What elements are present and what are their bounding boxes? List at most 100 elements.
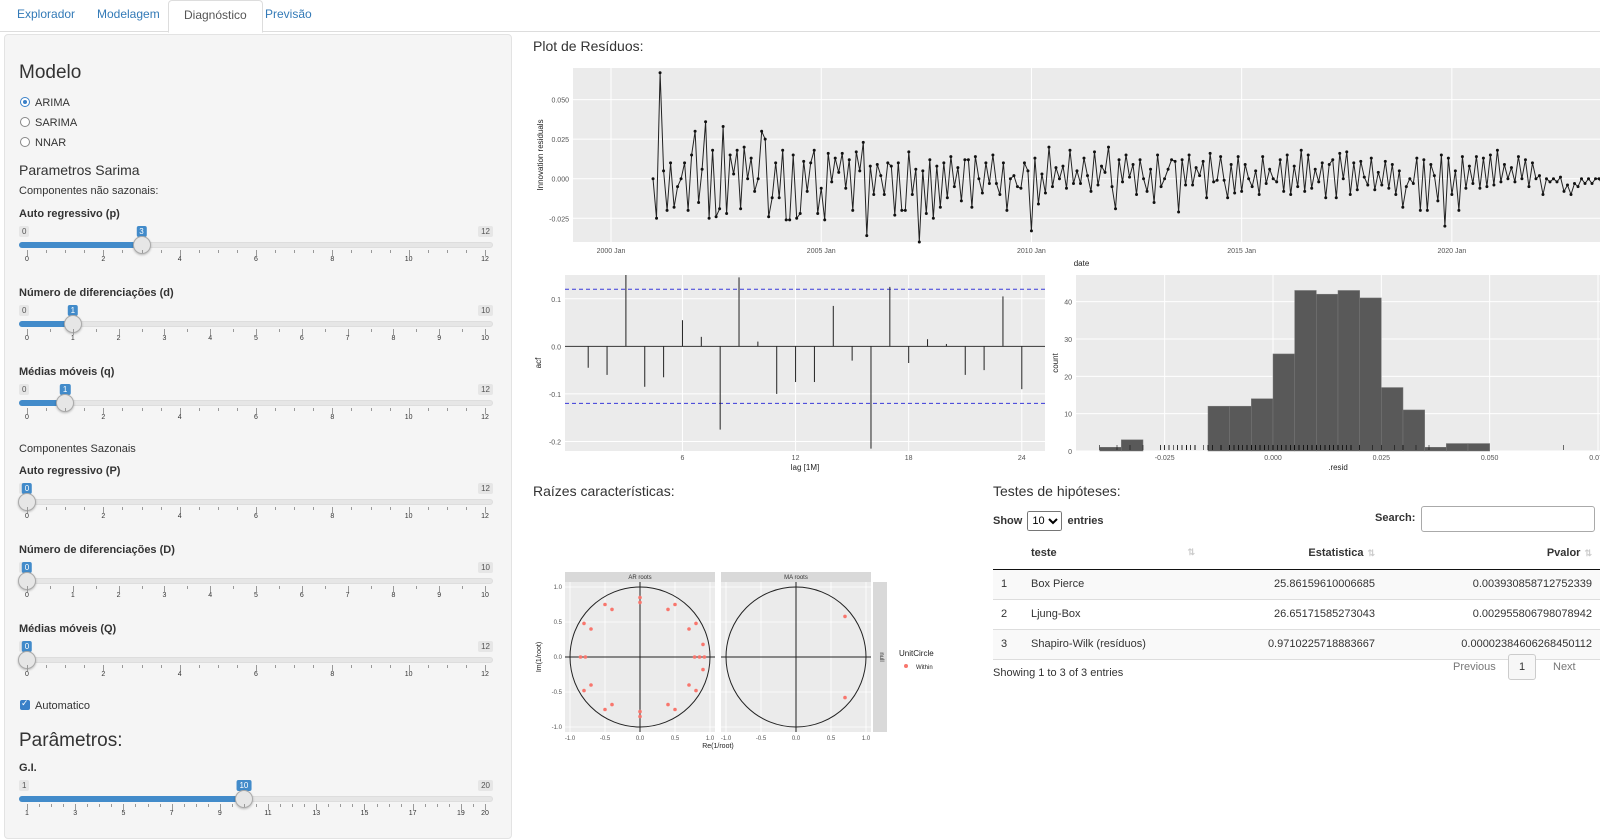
residual-point (963, 158, 967, 162)
slider[interactable]: 0 12 3 0 2 4 6 8 10 12 (19, 226, 493, 274)
slider[interactable]: 0 12 1 0 2 4 6 8 10 12 (19, 384, 493, 432)
slider-tick-label: 8 (330, 513, 335, 520)
cell-pvalor: 0.002955806798078942 (1383, 599, 1600, 630)
cell-index: 3 (993, 629, 1023, 660)
residual-point (784, 218, 788, 222)
slider-track[interactable] (19, 578, 493, 584)
tab-previsao[interactable]: Previsão (265, 7, 312, 21)
slider-tick (465, 507, 467, 510)
root-point (666, 607, 670, 612)
radio-icon[interactable] (20, 117, 30, 127)
slider-tick (292, 804, 294, 807)
residual-point (1450, 193, 1454, 197)
page-length-select[interactable]: 10 (1027, 511, 1063, 531)
slider[interactable]: 0120024681012 (18, 483, 493, 531)
residual-point (1334, 196, 1338, 200)
col-teste[interactable]: teste ⇅ (1023, 537, 1203, 570)
residual-point (1310, 186, 1314, 190)
residual-point (823, 218, 827, 222)
slider-handle[interactable] (132, 236, 151, 254)
residual-point (1548, 180, 1552, 184)
slider-tick (236, 507, 238, 510)
slider-tick (84, 408, 86, 411)
slider-handle[interactable] (56, 394, 75, 412)
root-point (583, 655, 588, 659)
search-input[interactable] (1421, 506, 1595, 532)
slider-tick (275, 250, 277, 253)
residual-point (739, 207, 743, 211)
next-button[interactable]: Next (1553, 661, 1576, 673)
page-button[interactable]: 1 (1508, 654, 1537, 680)
root-point (603, 602, 607, 607)
slider-track[interactable] (19, 400, 493, 406)
residual-point (1222, 178, 1226, 182)
x-tick-label: -0.025 (1155, 455, 1175, 462)
prev-button[interactable]: Previous (1453, 661, 1496, 673)
y-axis-label: Innovation residuals (536, 119, 545, 190)
residual-point (1093, 150, 1096, 154)
radio-arima[interactable]: ARIMA (20, 96, 70, 110)
slider-tick (472, 804, 474, 807)
x-tick-label: 24 (1018, 455, 1026, 462)
residual-point (1541, 193, 1545, 197)
tab-explorador[interactable]: Explorador (17, 7, 76, 21)
slider-tick (236, 665, 238, 668)
residual-point (1345, 150, 1349, 154)
residual-point (917, 240, 921, 244)
slider-handle[interactable] (234, 790, 253, 808)
radio-icon[interactable] (20, 137, 30, 147)
residual-point (1149, 167, 1153, 171)
col-index[interactable] (993, 537, 1023, 570)
y-axis-label: acf (534, 357, 543, 368)
slider[interactable]: 0120024681012 (18, 641, 493, 689)
residual-point (655, 216, 659, 220)
slider-tick (141, 408, 143, 411)
residual-point (1411, 181, 1415, 185)
radio-selected-icon[interactable] (20, 97, 30, 107)
col-estatistica[interactable]: Estatistica ⇅ (1203, 537, 1383, 570)
residual-point (816, 212, 820, 216)
facet-strip (565, 572, 715, 582)
slider-tick (84, 507, 86, 510)
slider[interactable]: 1 20 10 1 3 5 7 9 11 13 15 17 19 20 (19, 780, 493, 828)
facet-label: AR roots (628, 575, 651, 581)
slider[interactable]: 0100012345678910 (18, 562, 493, 610)
residual-point (763, 137, 767, 141)
residual-point (1432, 174, 1436, 178)
residual-point (945, 196, 949, 200)
slider-track[interactable] (19, 321, 493, 327)
residual-point (1096, 183, 1100, 187)
slider-value-label: 0 (21, 483, 33, 494)
slider-tick (400, 804, 402, 807)
col-pvalor[interactable]: Pvalor ⇅ (1383, 537, 1600, 570)
slider-tick (122, 250, 124, 253)
slider-tick-label: 2 (101, 256, 106, 263)
x-tick-label: 0.050 (1481, 455, 1499, 462)
slider[interactable]: 0 10 1 0 1 2 3 4 5 6 7 8 9 10 (19, 305, 493, 353)
tab-diagnostico[interactable]: Diagnóstico (168, 0, 263, 33)
radio-sarima[interactable]: SARIMA (20, 116, 77, 130)
slider-tick (465, 250, 467, 253)
check-icon[interactable] (20, 698, 30, 710)
slider-track[interactable] (19, 657, 493, 663)
x-tick-label: 18 (905, 455, 913, 462)
x-tick-label: 6 (681, 455, 685, 462)
current-page[interactable]: 1 (1508, 654, 1537, 680)
slider-track[interactable] (19, 499, 493, 505)
slider-tick-label: 7 (169, 810, 174, 817)
slider-tick (446, 408, 448, 411)
radio-nnar[interactable]: NNAR (20, 136, 66, 150)
residual-point (1355, 188, 1359, 192)
slider-tick-label: 8 (391, 335, 396, 342)
residual-point (1453, 169, 1457, 173)
residual-point (910, 193, 914, 197)
slider-value-label: 0 (21, 562, 33, 573)
slider-tick (179, 250, 181, 256)
residual-point (1243, 162, 1247, 166)
tab-modelagem[interactable]: Modelagem (97, 7, 160, 21)
slider-tick (95, 329, 97, 332)
cell-index: 1 (993, 569, 1023, 600)
x-tick-label: 0.0 (636, 736, 645, 742)
root-point (701, 642, 705, 647)
automatic-checkbox[interactable]: Automatico (20, 698, 90, 712)
